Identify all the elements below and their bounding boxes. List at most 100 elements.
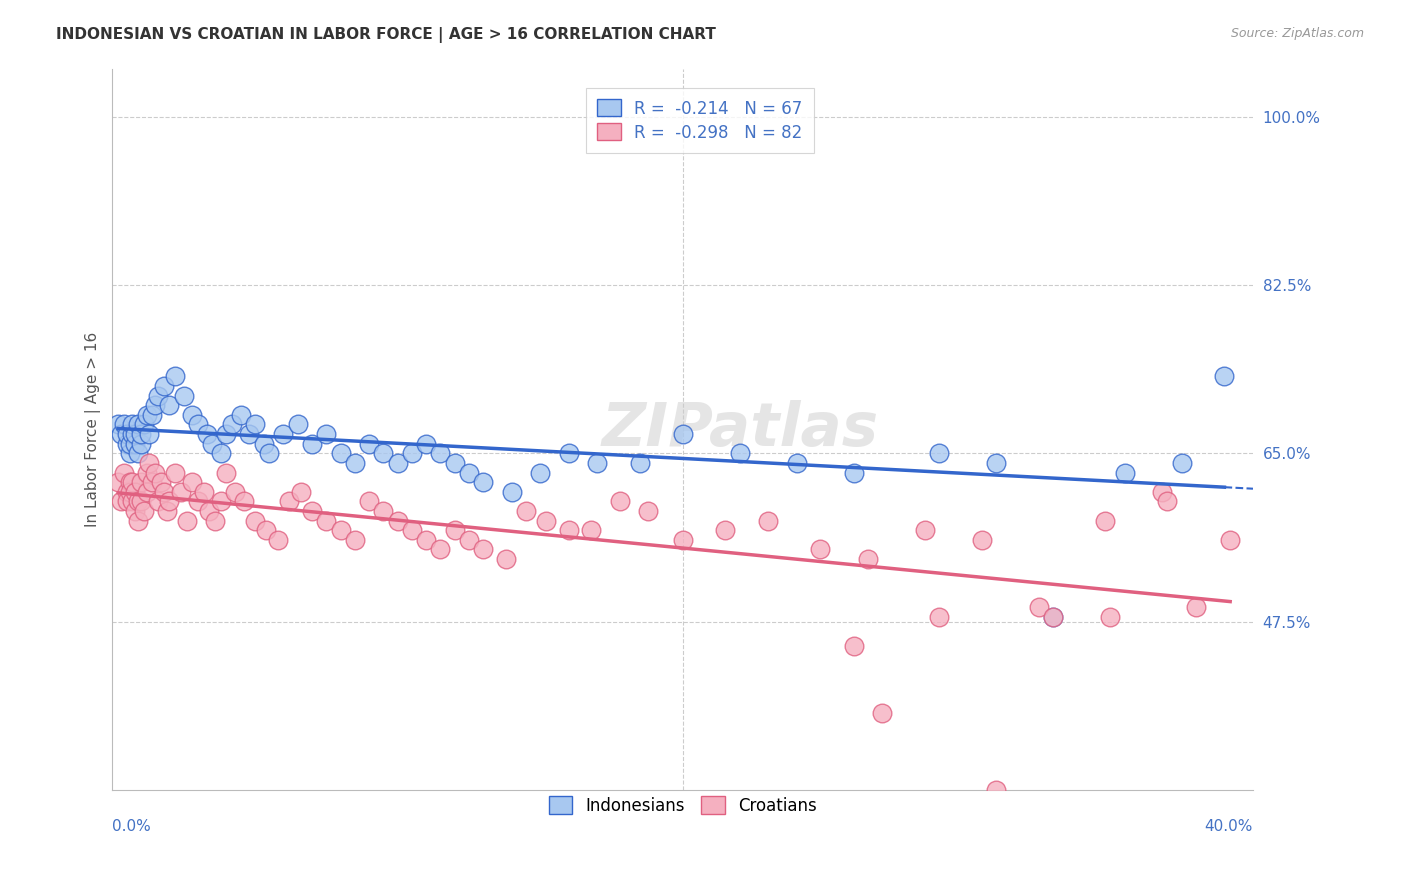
Point	[129, 436, 152, 450]
Point	[209, 494, 232, 508]
Point	[252, 436, 274, 450]
Text: INDONESIAN VS CROATIAN IN LABOR FORCE | AGE > 16 CORRELATION CHART: INDONESIAN VS CROATIAN IN LABOR FORCE | …	[56, 27, 716, 43]
Point	[141, 408, 163, 422]
Point	[165, 466, 187, 480]
Point	[198, 504, 221, 518]
Text: ZIPatlas: ZIPatlas	[602, 400, 879, 458]
Point	[149, 475, 172, 490]
Point	[1042, 609, 1064, 624]
Point	[121, 494, 143, 508]
Point	[243, 417, 266, 432]
Point	[127, 446, 149, 460]
Point	[159, 398, 181, 412]
Point	[357, 494, 380, 508]
Point	[121, 427, 143, 442]
Point	[152, 484, 174, 499]
Text: 40.0%: 40.0%	[1205, 819, 1253, 834]
Point	[224, 484, 246, 499]
Point	[301, 504, 323, 518]
Point	[254, 523, 277, 537]
Point	[132, 417, 155, 432]
Point	[1170, 456, 1192, 470]
Point	[121, 417, 143, 432]
Point	[1028, 600, 1050, 615]
Point	[401, 523, 423, 537]
Point	[1150, 484, 1173, 499]
Point	[457, 533, 479, 547]
Point	[159, 494, 181, 508]
Point	[170, 484, 193, 499]
Point	[267, 533, 290, 547]
Point	[118, 446, 141, 460]
Point	[124, 436, 146, 450]
Point	[786, 456, 808, 470]
Point	[129, 475, 152, 490]
Point	[124, 504, 146, 518]
Point	[215, 427, 238, 442]
Point	[107, 475, 129, 490]
Point	[672, 533, 695, 547]
Point	[1156, 494, 1178, 508]
Point	[515, 504, 537, 518]
Point	[401, 446, 423, 460]
Point	[129, 494, 152, 508]
Point	[315, 514, 337, 528]
Point	[115, 436, 138, 450]
Point	[373, 504, 395, 518]
Point	[181, 475, 204, 490]
Point	[329, 523, 352, 537]
Point	[273, 427, 295, 442]
Point	[387, 456, 409, 470]
Point	[135, 466, 157, 480]
Point	[329, 446, 352, 460]
Point	[429, 446, 451, 460]
Point	[141, 475, 163, 490]
Point	[176, 514, 198, 528]
Point	[138, 427, 160, 442]
Point	[842, 639, 865, 653]
Point	[124, 427, 146, 442]
Point	[290, 484, 312, 499]
Point	[118, 484, 141, 499]
Point	[387, 514, 409, 528]
Point	[1099, 609, 1122, 624]
Point	[756, 514, 779, 528]
Point	[287, 417, 309, 432]
Point	[343, 456, 366, 470]
Point	[115, 494, 138, 508]
Point	[107, 417, 129, 432]
Point	[232, 494, 254, 508]
Point	[628, 456, 651, 470]
Point	[187, 494, 209, 508]
Point	[928, 446, 950, 460]
Point	[229, 408, 252, 422]
Point	[1219, 533, 1241, 547]
Point	[110, 494, 132, 508]
Point	[257, 446, 280, 460]
Point	[143, 466, 166, 480]
Point	[609, 494, 631, 508]
Point	[243, 514, 266, 528]
Point	[127, 494, 149, 508]
Point	[986, 456, 1008, 470]
Y-axis label: In Labor Force | Age > 16: In Labor Force | Age > 16	[86, 332, 101, 527]
Point	[127, 514, 149, 528]
Point	[1213, 369, 1236, 384]
Point	[986, 783, 1008, 797]
Point	[872, 706, 894, 720]
Point	[173, 388, 195, 402]
Point	[373, 446, 395, 460]
Point	[124, 484, 146, 499]
Point	[586, 456, 609, 470]
Point	[928, 609, 950, 624]
Point	[557, 446, 579, 460]
Point	[1185, 600, 1208, 615]
Point	[143, 398, 166, 412]
Point	[557, 523, 579, 537]
Point	[132, 504, 155, 518]
Point	[301, 436, 323, 450]
Point	[315, 427, 337, 442]
Point	[278, 494, 301, 508]
Point	[112, 417, 135, 432]
Point	[1114, 466, 1136, 480]
